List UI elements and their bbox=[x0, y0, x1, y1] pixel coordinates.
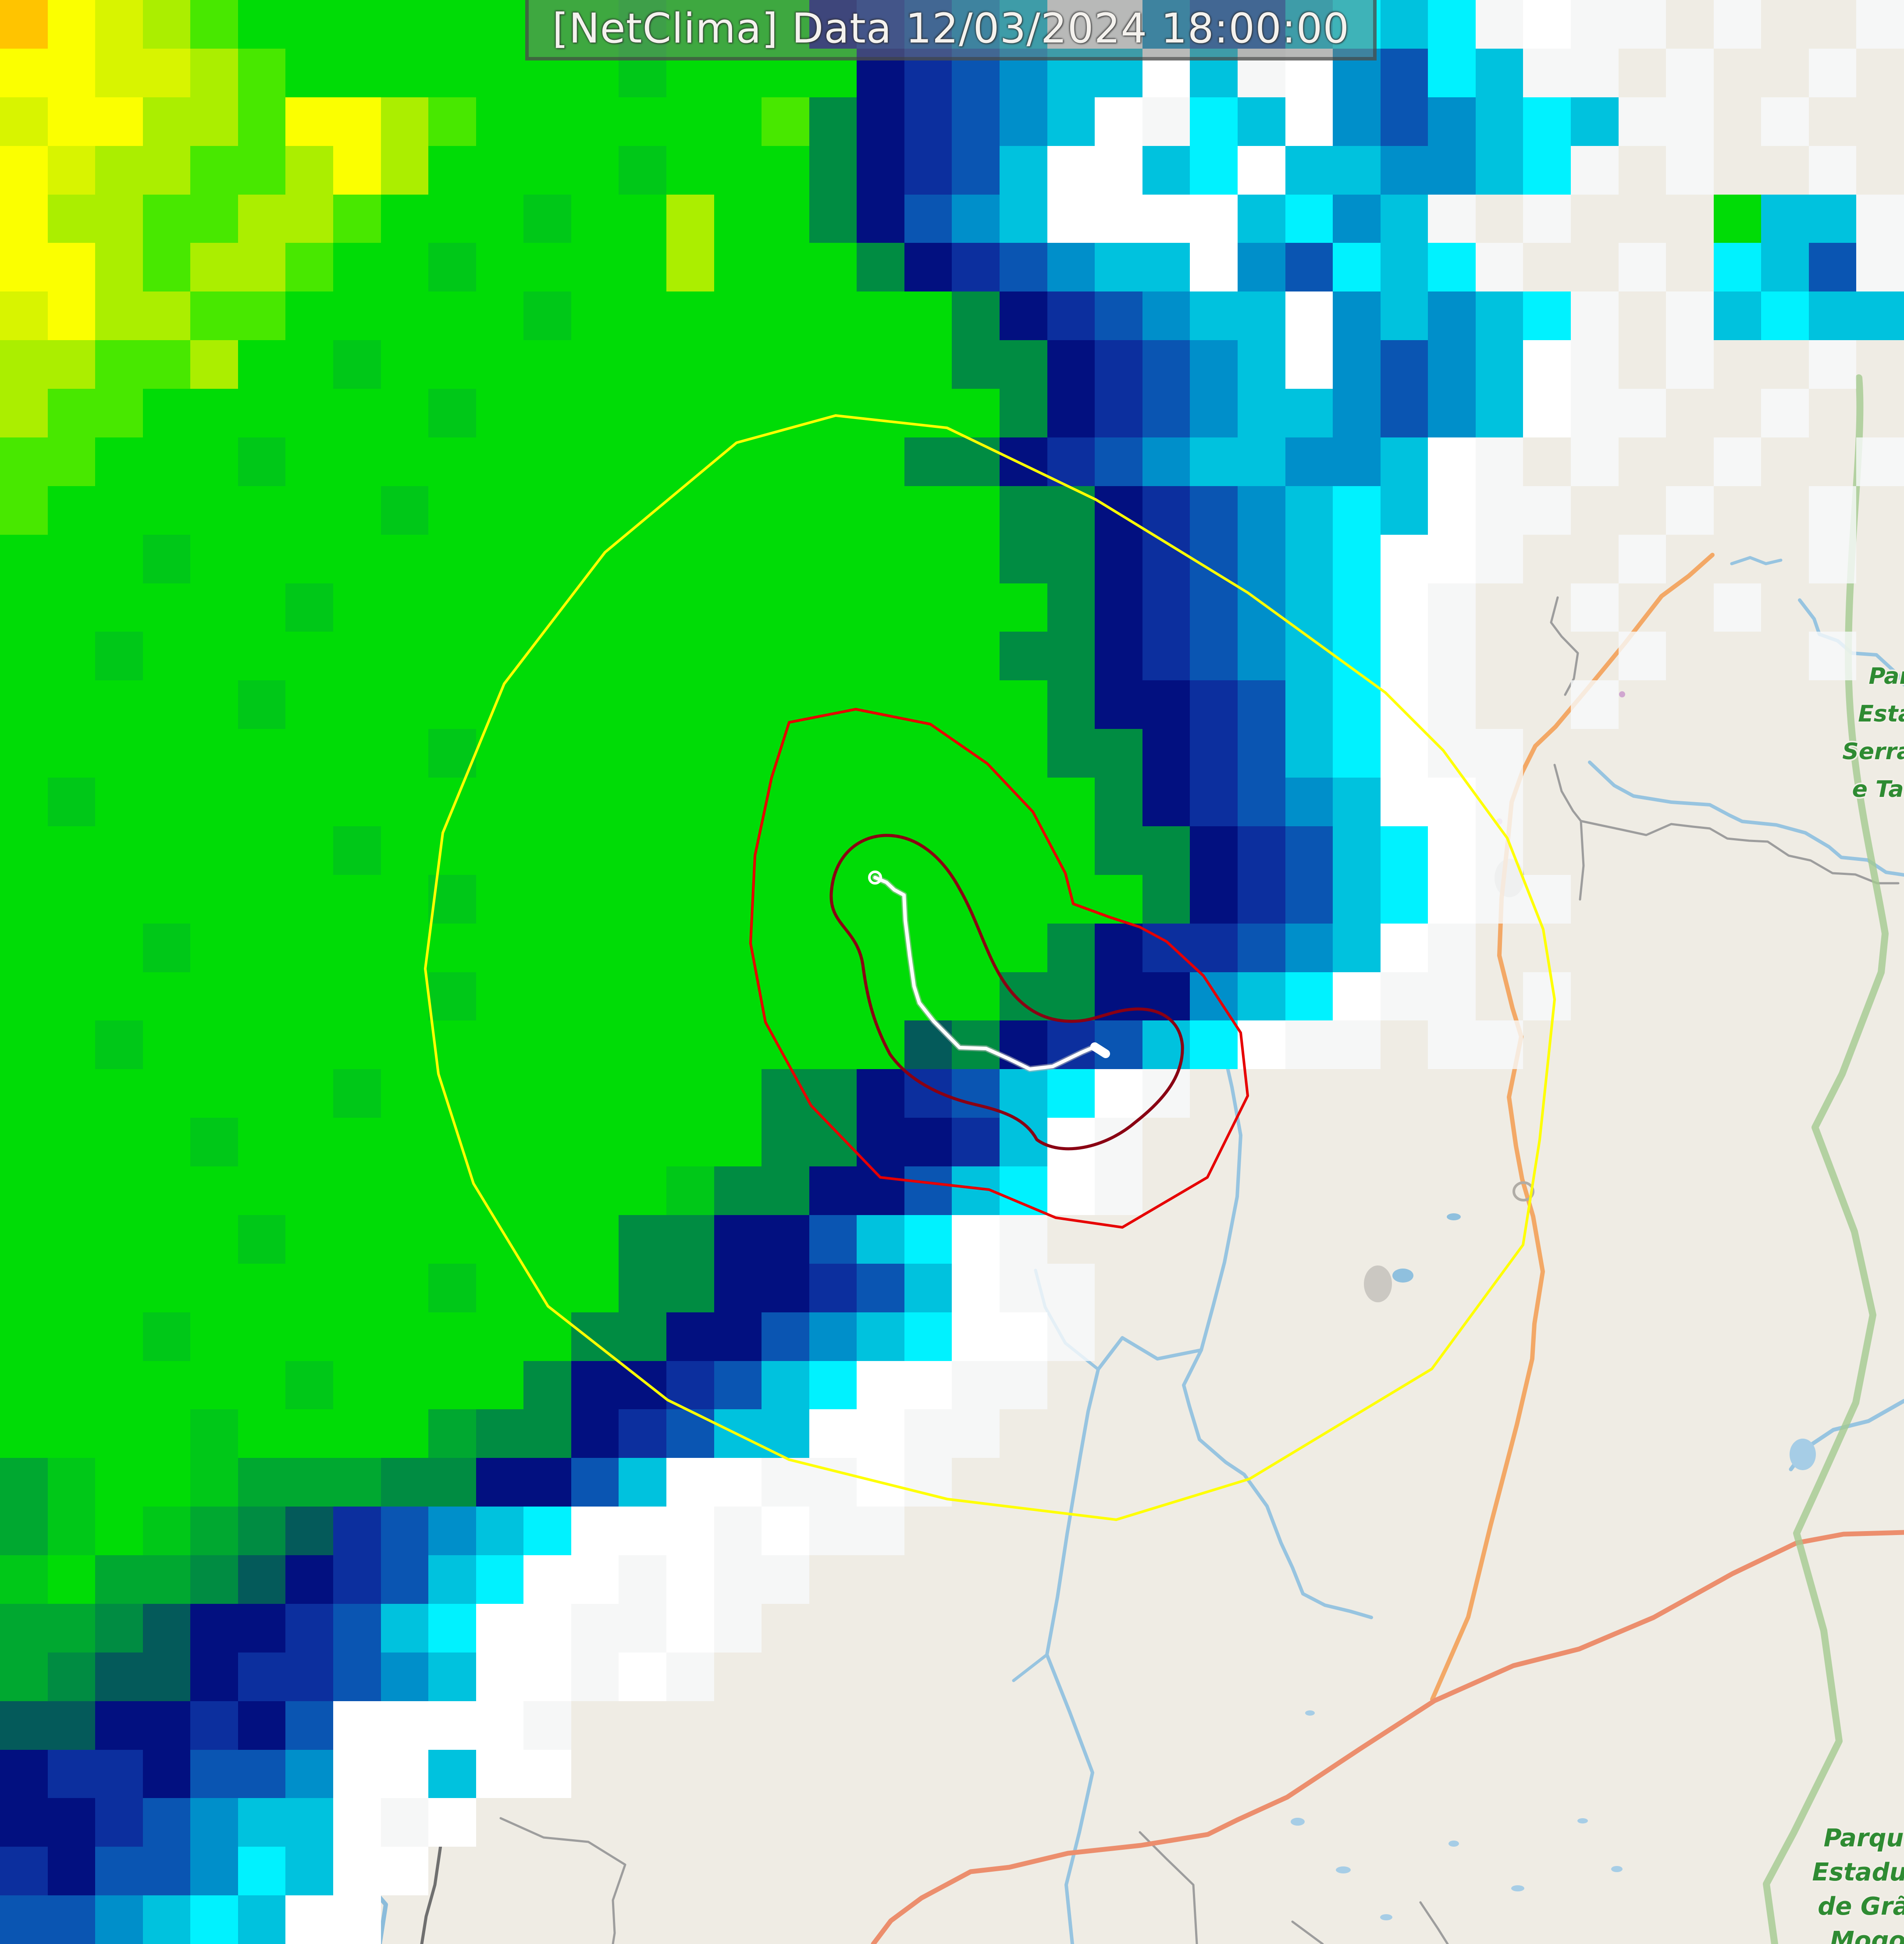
park-label: ParqueEstadualde GrãoMogol bbox=[1812, 1824, 1904, 1944]
map-feature bbox=[1579, 820, 1585, 901]
titlebar: [NetClima] Data 12/03/2024 18:00:00 bbox=[525, 0, 1377, 60]
map-feature bbox=[1513, 1181, 1534, 1201]
map-feature bbox=[1588, 761, 1904, 877]
map-feature bbox=[1182, 1029, 1373, 1619]
storm-track bbox=[873, 876, 1096, 1071]
map-feature bbox=[1291, 1920, 1324, 1944]
title-text: [NetClima] Data 12/03/2024 18:00:00 bbox=[552, 4, 1350, 53]
map-feature bbox=[1511, 1885, 1524, 1891]
outer-contour bbox=[424, 414, 1556, 1521]
middle-contour bbox=[749, 708, 1249, 1229]
map-feature bbox=[1045, 1336, 1203, 1944]
storm-track-shadow bbox=[872, 874, 1098, 1072]
map-feature bbox=[871, 1530, 1904, 1944]
map-feature bbox=[1448, 1841, 1459, 1847]
map-feature bbox=[1364, 1265, 1392, 1302]
map-feature bbox=[499, 1817, 626, 1944]
track-start-marker bbox=[868, 871, 882, 885]
map-feature bbox=[1790, 1439, 1816, 1470]
park-label: ParqueEstadualSerra Novae Talhado bbox=[1842, 663, 1904, 803]
map-feature bbox=[1392, 1269, 1413, 1283]
map-feature bbox=[1291, 1818, 1305, 1826]
map-feature bbox=[1380, 1914, 1392, 1920]
track-end-marker bbox=[1090, 1042, 1110, 1058]
map-feature bbox=[1012, 1653, 1049, 1682]
inner-contour bbox=[829, 834, 1184, 1151]
map-feature bbox=[1419, 1901, 1449, 1944]
map-feature bbox=[1336, 1866, 1351, 1873]
map-feature bbox=[1577, 1818, 1588, 1823]
map-feature bbox=[1619, 691, 1625, 697]
map-feature bbox=[1305, 1710, 1315, 1716]
map-feature bbox=[1730, 556, 1783, 565]
map-feature bbox=[1447, 1213, 1461, 1220]
map-feature bbox=[1611, 1866, 1623, 1872]
